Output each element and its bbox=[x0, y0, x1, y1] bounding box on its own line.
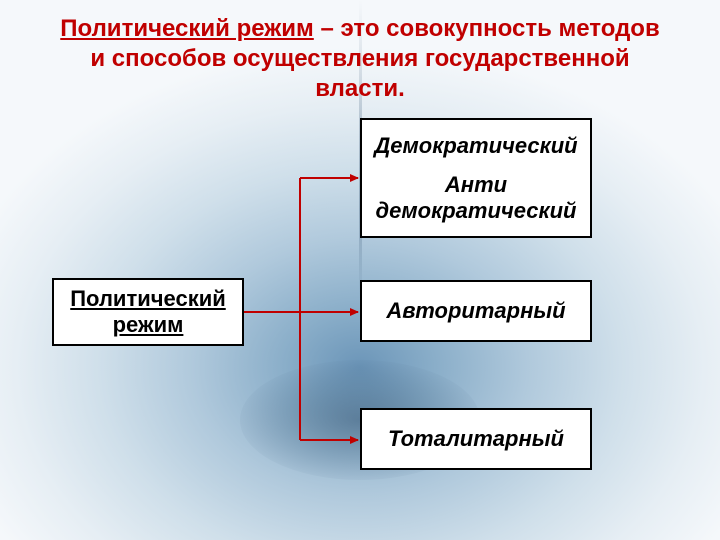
leaf2-line1: Авторитарный bbox=[386, 298, 565, 324]
leaf1-line2: Анти bbox=[445, 172, 507, 197]
leaf-node-3: Тоталитарный bbox=[360, 408, 592, 470]
slide-title: Политический режим – это совокупность ме… bbox=[0, 14, 720, 104]
leaf-node-1: Демократический Анти демократический bbox=[360, 118, 592, 238]
root-label-line2: режим bbox=[113, 312, 184, 338]
title-term: Политический режим bbox=[60, 15, 314, 42]
leaf3-line1: Тоталитарный bbox=[388, 426, 564, 452]
slide: Политический режим – это совокупность ме… bbox=[0, 0, 720, 540]
leaf1-line3: демократический bbox=[376, 198, 577, 223]
leaf-node-2: Авторитарный bbox=[360, 280, 592, 342]
root-node: Политический режим bbox=[52, 278, 244, 346]
leaf1-line1: Демократический bbox=[374, 133, 577, 158]
root-label-line1: Политический bbox=[70, 286, 226, 312]
